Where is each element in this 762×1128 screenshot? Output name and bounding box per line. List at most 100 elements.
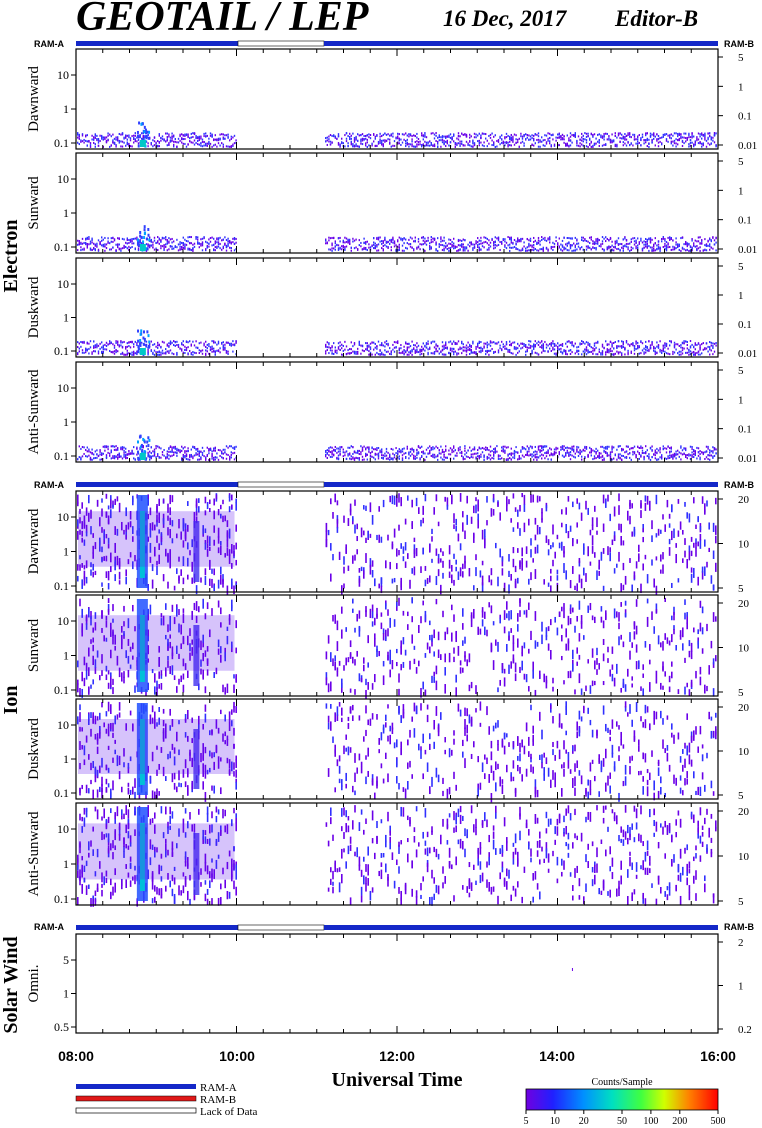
spectrogram-cell: [565, 142, 567, 145]
spectrogram-cell: [374, 135, 376, 138]
spectrogram-cell: [345, 137, 348, 140]
spectrogram-cell: [153, 248, 156, 251]
spectrogram-cell: [449, 453, 452, 456]
spectrogram-cell: [486, 145, 488, 148]
spectrogram-cell: [421, 134, 423, 137]
spectrogram-cell: [696, 139, 698, 142]
spectrogram-cell: [553, 453, 556, 456]
spectrogram-cell: [544, 445, 546, 448]
spectrogram-cell: [117, 457, 119, 460]
spectrogram-cell: [217, 342, 220, 345]
spectrogram-cell: [349, 132, 351, 135]
spectrogram-cell: [691, 351, 693, 354]
spectrogram-cell: [438, 452, 440, 455]
spectrogram-cell: [651, 249, 653, 252]
spectrogram-cell: [637, 341, 639, 344]
spectrogram-cell: [379, 141, 381, 144]
spectrogram-cell: [577, 242, 580, 245]
spectrogram-cell: [563, 141, 565, 144]
spectrogram-cell: [517, 458, 519, 461]
spectrogram-cell: [169, 140, 172, 143]
spectrogram-cell: [143, 236, 146, 240]
spectrogram-cell: [149, 342, 151, 345]
spectrogram-cell: [125, 135, 127, 138]
spectrogram-cell: [118, 141, 120, 144]
spectrogram-cell: [406, 141, 408, 144]
spectrogram-cell: [526, 238, 528, 241]
spectrogram-cell: [163, 341, 165, 344]
spectrogram-cell: [600, 245, 602, 248]
spectrogram-cell: [107, 451, 109, 454]
spectrogram-cell: [545, 239, 548, 242]
spectrogram-cell: [469, 349, 471, 352]
spectrogram-cell: [430, 446, 432, 449]
spectrogram-cell: [377, 454, 380, 457]
spectrogram-cell: [235, 340, 237, 343]
spectrogram-cell: [459, 140, 461, 143]
spectrogram-cell: [350, 341, 352, 344]
spectrogram-cell: [494, 240, 496, 243]
spectrogram-cell: [120, 145, 122, 148]
spectrogram-cell: [417, 237, 420, 240]
spectrogram-cell: [337, 248, 340, 251]
spectrogram-cell: [427, 144, 429, 147]
spectrogram-cell: [662, 347, 664, 350]
spectrogram-cell: [198, 352, 200, 355]
spectrogram-cell: [616, 350, 618, 353]
spectrogram-cell: [624, 138, 626, 141]
spectrogram-cell: [590, 350, 592, 353]
spectrogram-cell: [683, 132, 685, 135]
spectrogram-cell: [531, 455, 533, 458]
spectrogram-cell: [691, 141, 693, 144]
spectrogram-cell: [592, 144, 594, 147]
spectrogram-cell: [489, 241, 492, 244]
spectrogram-cell: [475, 242, 477, 245]
spectrogram-cell: [392, 448, 394, 451]
spectrogram-peak: [139, 140, 146, 147]
spectrogram-cell: [505, 247, 508, 250]
spectrogram-cell: [168, 241, 170, 244]
spectrogram-cell: [712, 236, 714, 239]
spectrogram-cell: [513, 454, 516, 457]
spectrogram-cell: [577, 446, 580, 449]
spectrogram-cell: [526, 134, 528, 137]
spectrogram-cell: [547, 132, 549, 135]
spectrogram-cell: [117, 341, 119, 344]
spectrogram-cell: [165, 457, 167, 460]
spectrogram-cell: [609, 347, 612, 350]
spectrogram-cell: [499, 241, 501, 244]
spectrogram-cell: [605, 340, 607, 343]
spectrogram-cell: [85, 349, 87, 352]
spectrogram-cell: [483, 241, 485, 244]
spectrogram-cell: [627, 141, 629, 144]
spectrogram-cell: [435, 350, 437, 353]
spectrogram-cell: [110, 351, 112, 354]
spectrogram-cell: [397, 245, 399, 248]
spectrogram-cell: [686, 245, 688, 248]
spectrogram-cell: [478, 340, 480, 343]
spectrogram-cell: [621, 352, 623, 355]
spectrogram-cell: [513, 346, 516, 349]
spectrogram-cell: [493, 244, 495, 247]
spectrogram-cell: [333, 449, 335, 452]
spectrogram-cell: [640, 237, 642, 240]
spectrogram-cell: [381, 141, 383, 144]
spectrogram-cell: [457, 447, 460, 450]
spectrogram-cell: [584, 456, 586, 459]
spectrogram-cell: [433, 340, 436, 343]
spectrogram-cell: [613, 446, 615, 449]
spectrogram-cell: [686, 243, 688, 246]
spectrogram-cell: [605, 236, 607, 239]
spectrogram-cell: [145, 340, 148, 343]
spectrogram-cell: [584, 457, 586, 460]
spectrogram-cell: [120, 446, 122, 449]
spectrogram-cell: [190, 136, 192, 139]
spectrogram-cell: [470, 351, 472, 354]
spectrogram-cell: [584, 348, 586, 351]
spectrogram-cell: [459, 142, 461, 145]
spectrogram-cell: [421, 345, 423, 348]
spectrogram-cell: [153, 448, 156, 451]
spectrogram-cell: [328, 343, 330, 346]
spectrogram-cell: [416, 346, 418, 349]
spectrogram-cell: [453, 450, 455, 453]
